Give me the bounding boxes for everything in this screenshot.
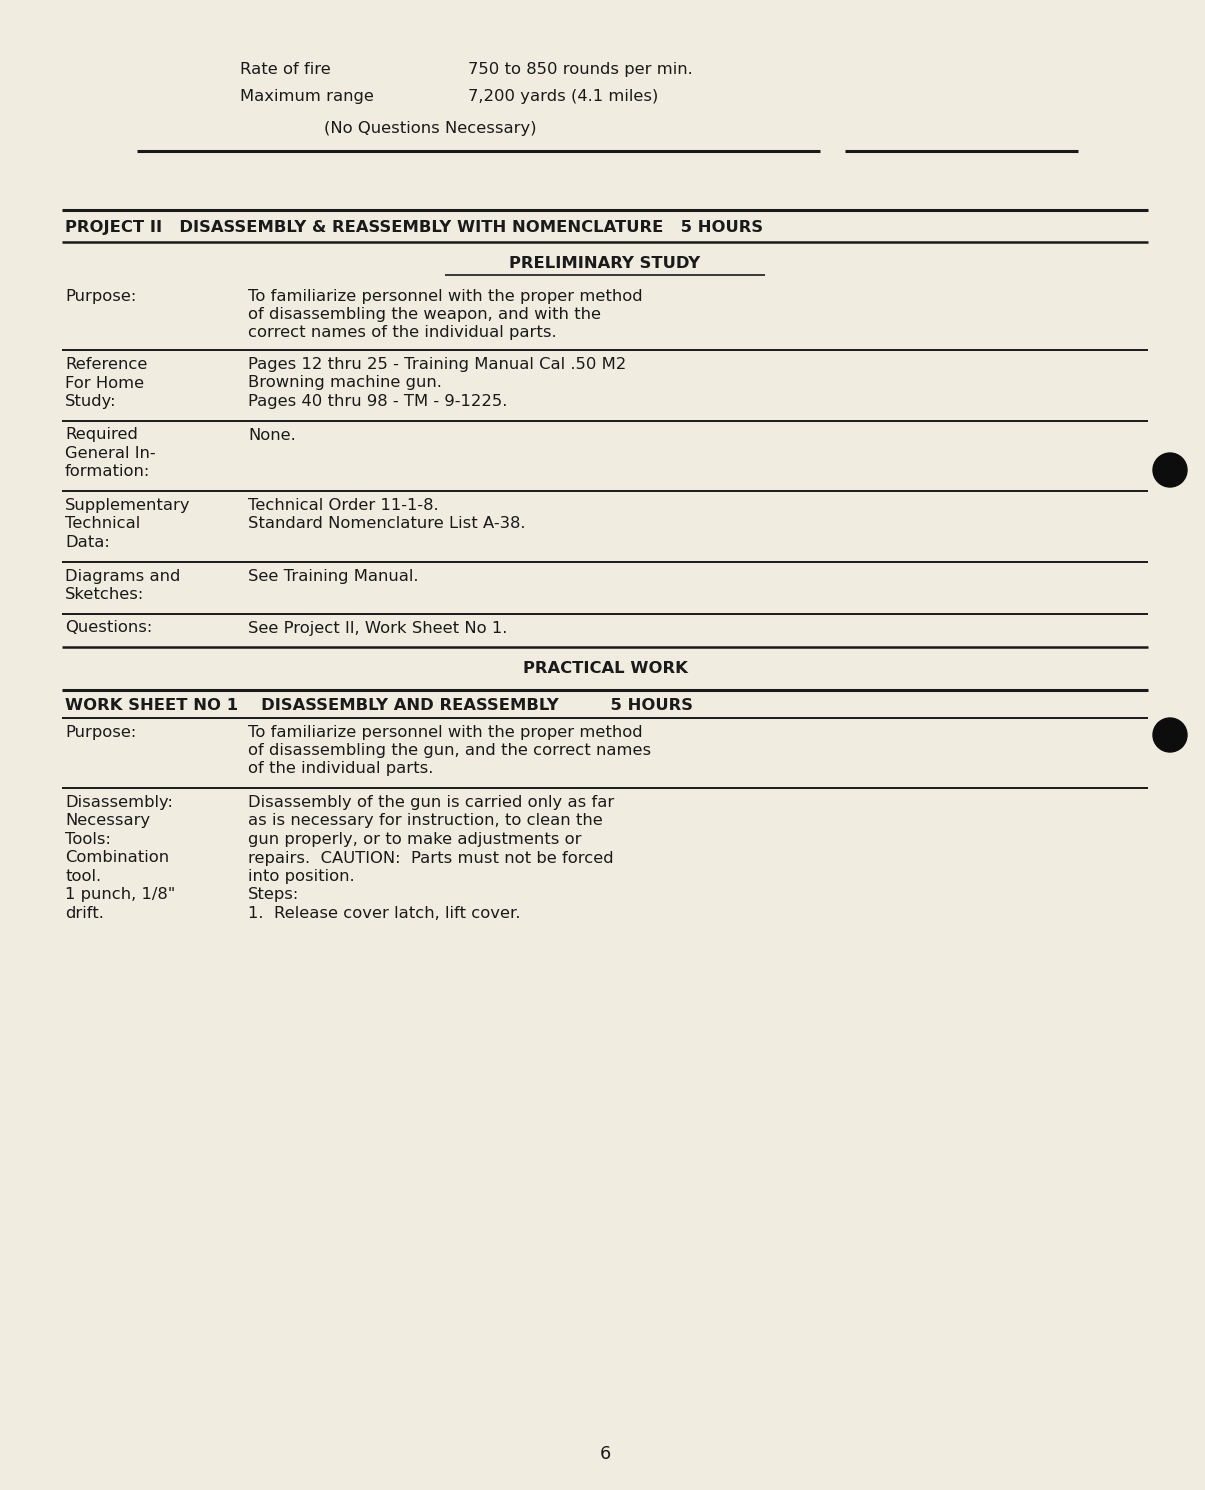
- Text: drift.: drift.: [65, 906, 104, 921]
- Text: 750 to 850 rounds per min.: 750 to 850 rounds per min.: [468, 63, 693, 77]
- Text: Required: Required: [65, 428, 137, 443]
- Text: of disassembling the weapon, and with the: of disassembling the weapon, and with th…: [248, 307, 601, 322]
- Text: Steps:: Steps:: [248, 888, 299, 903]
- Text: Pages 12 thru 25 - Training Manual Cal .50 M2: Pages 12 thru 25 - Training Manual Cal .…: [248, 358, 627, 372]
- Text: Technical: Technical: [65, 517, 140, 532]
- Text: See Training Manual.: See Training Manual.: [248, 569, 418, 584]
- Text: Browning machine gun.: Browning machine gun.: [248, 375, 442, 390]
- Text: WORK SHEET NO 1    DISASSEMBLY AND REASSEMBLY         5 HOURS: WORK SHEET NO 1 DISASSEMBLY AND REASSEMB…: [65, 697, 693, 712]
- Text: PRELIMINARY STUDY: PRELIMINARY STUDY: [510, 256, 700, 271]
- Text: To familiarize personnel with the proper method: To familiarize personnel with the proper…: [248, 289, 642, 304]
- Text: Maximum range: Maximum range: [240, 89, 374, 104]
- Text: formation:: formation:: [65, 465, 151, 480]
- Text: Questions:: Questions:: [65, 620, 152, 636]
- Text: General In-: General In-: [65, 446, 155, 460]
- Text: PRACTICAL WORK: PRACTICAL WORK: [523, 662, 687, 676]
- Text: of disassembling the gun, and the correct names: of disassembling the gun, and the correc…: [248, 744, 651, 758]
- Text: Diagrams and: Diagrams and: [65, 569, 181, 584]
- Text: To familiarize personnel with the proper method: To familiarize personnel with the proper…: [248, 724, 642, 739]
- Text: Sketches:: Sketches:: [65, 587, 145, 602]
- Text: gun properly, or to make adjustments or: gun properly, or to make adjustments or: [248, 831, 582, 846]
- Text: Necessary: Necessary: [65, 814, 151, 828]
- Text: Rate of fire: Rate of fire: [240, 63, 330, 77]
- Text: 6: 6: [599, 1445, 611, 1463]
- Text: Purpose:: Purpose:: [65, 724, 136, 739]
- Text: as is necessary for instruction, to clean the: as is necessary for instruction, to clea…: [248, 814, 602, 828]
- Text: Combination: Combination: [65, 851, 169, 866]
- Text: 1.  Release cover latch, lift cover.: 1. Release cover latch, lift cover.: [248, 906, 521, 921]
- Text: Study:: Study:: [65, 393, 117, 408]
- Text: correct names of the individual parts.: correct names of the individual parts.: [248, 325, 557, 341]
- Text: Disassembly of the gun is carried only as far: Disassembly of the gun is carried only a…: [248, 796, 615, 811]
- Text: 1 punch, 1/8": 1 punch, 1/8": [65, 888, 176, 903]
- Text: Data:: Data:: [65, 535, 110, 550]
- Text: tool.: tool.: [65, 869, 101, 884]
- Text: PROJECT II   DISASSEMBLY & REASSEMBLY WITH NOMENCLATURE   5 HOURS: PROJECT II DISASSEMBLY & REASSEMBLY WITH…: [65, 221, 763, 235]
- Text: For Home: For Home: [65, 375, 145, 390]
- Text: None.: None.: [248, 428, 295, 443]
- Text: Reference: Reference: [65, 358, 147, 372]
- Text: of the individual parts.: of the individual parts.: [248, 761, 434, 776]
- Text: Standard Nomenclature List A-38.: Standard Nomenclature List A-38.: [248, 517, 525, 532]
- Text: Technical Order 11-1-8.: Technical Order 11-1-8.: [248, 498, 439, 513]
- Text: See Project II, Work Sheet No 1.: See Project II, Work Sheet No 1.: [248, 620, 507, 636]
- Text: 7,200 yards (4.1 miles): 7,200 yards (4.1 miles): [468, 89, 658, 104]
- Text: repairs.  CAUTION:  Parts must not be forced: repairs. CAUTION: Parts must not be forc…: [248, 851, 613, 866]
- Text: Purpose:: Purpose:: [65, 289, 136, 304]
- Text: Tools:: Tools:: [65, 831, 111, 846]
- Text: (No Questions Necessary): (No Questions Necessary): [324, 121, 536, 136]
- Text: Disassembly:: Disassembly:: [65, 796, 172, 811]
- Text: into position.: into position.: [248, 869, 354, 884]
- Circle shape: [1153, 718, 1187, 752]
- Text: Pages 40 thru 98 - TM - 9-1225.: Pages 40 thru 98 - TM - 9-1225.: [248, 393, 507, 408]
- Circle shape: [1153, 453, 1187, 487]
- Text: Supplementary: Supplementary: [65, 498, 190, 513]
